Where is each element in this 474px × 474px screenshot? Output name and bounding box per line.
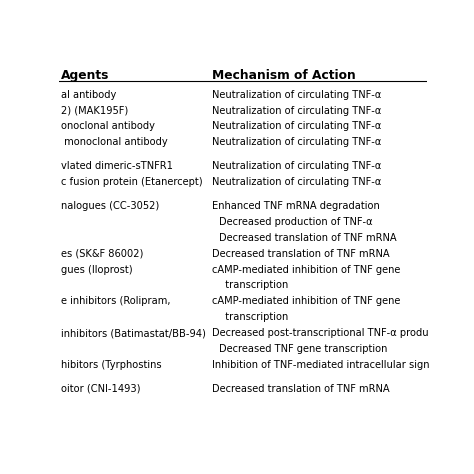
Text: inhibitors (Batimastat/BB-94): inhibitors (Batimastat/BB-94) — [61, 328, 206, 338]
Text: Decreased post-transcriptional TNF-α produ: Decreased post-transcriptional TNF-α pro… — [212, 328, 428, 338]
Text: cAMP-mediated inhibition of TNF gene: cAMP-mediated inhibition of TNF gene — [212, 264, 400, 274]
Text: vlated dimeric-sTNFR1: vlated dimeric-sTNFR1 — [61, 161, 173, 171]
Text: al antibody: al antibody — [61, 90, 117, 100]
Text: Neutralization of circulating TNF-α: Neutralization of circulating TNF-α — [212, 90, 381, 100]
Text: hibitors (Tyrphostins: hibitors (Tyrphostins — [61, 360, 162, 370]
Text: Neutralization of circulating TNF-α: Neutralization of circulating TNF-α — [212, 106, 381, 116]
Text: cAMP-mediated inhibition of TNF gene: cAMP-mediated inhibition of TNF gene — [212, 296, 400, 306]
Text: c fusion protein (Etanercept): c fusion protein (Etanercept) — [61, 177, 203, 187]
Text: Neutralization of circulating TNF-α: Neutralization of circulating TNF-α — [212, 121, 381, 131]
Text: 2) (MAK195F): 2) (MAK195F) — [61, 106, 128, 116]
Text: monoclonal antibody: monoclonal antibody — [61, 137, 168, 147]
Text: Inhibition of TNF-mediated intracellular sign: Inhibition of TNF-mediated intracellular… — [212, 360, 429, 370]
Text: gues (Iloprost): gues (Iloprost) — [61, 264, 133, 274]
Text: oitor (CNI-1493): oitor (CNI-1493) — [61, 384, 141, 394]
Text: Neutralization of circulating TNF-α: Neutralization of circulating TNF-α — [212, 177, 381, 187]
Text: e inhibitors (Rolipram,: e inhibitors (Rolipram, — [61, 296, 171, 306]
Text: Decreased production of TNF-α: Decreased production of TNF-α — [219, 217, 373, 227]
Text: nalogues (CC-3052): nalogues (CC-3052) — [61, 201, 159, 211]
Text: transcription: transcription — [219, 312, 288, 322]
Text: transcription: transcription — [219, 281, 288, 291]
Text: Neutralization of circulating TNF-α: Neutralization of circulating TNF-α — [212, 137, 381, 147]
Text: Decreased translation of TNF mRNA: Decreased translation of TNF mRNA — [219, 233, 397, 243]
Text: Decreased translation of TNF mRNA: Decreased translation of TNF mRNA — [212, 249, 389, 259]
Text: Mechanism of Action: Mechanism of Action — [212, 69, 356, 82]
Text: Neutralization of circulating TNF-α: Neutralization of circulating TNF-α — [212, 161, 381, 171]
Text: es (SK&F 86002): es (SK&F 86002) — [61, 249, 144, 259]
Text: onoclonal antibody: onoclonal antibody — [61, 121, 155, 131]
Text: Decreased TNF gene transcription: Decreased TNF gene transcription — [219, 344, 387, 354]
Text: Agents: Agents — [61, 69, 109, 82]
Text: Decreased translation of TNF mRNA: Decreased translation of TNF mRNA — [212, 384, 389, 394]
Text: Enhanced TNF mRNA degradation: Enhanced TNF mRNA degradation — [212, 201, 380, 211]
